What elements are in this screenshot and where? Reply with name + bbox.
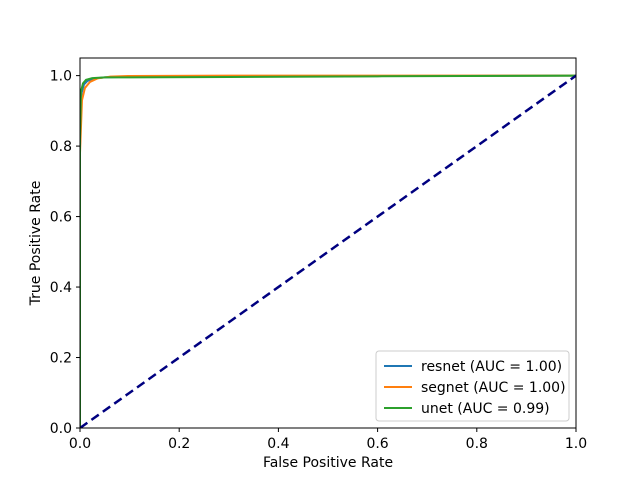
y-tick-label: 0.6 [50, 210, 72, 226]
x-tick-label: 0.0 [69, 436, 91, 452]
x-tick-label: 0.6 [366, 436, 388, 452]
x-tick-label: 0.8 [466, 436, 488, 452]
legend-label-2: unet (AUC = 0.99) [421, 401, 550, 417]
legend-label-0: resnet (AUC = 1.00) [421, 359, 562, 375]
y-tick-label: 1.0 [50, 69, 72, 85]
series-line-2 [80, 74, 576, 428]
x-tick-label: 0.4 [267, 436, 289, 452]
reference-diagonal-line [80, 74, 576, 428]
y-tick-label: 0.2 [50, 351, 72, 367]
y-tick-label: 0.4 [50, 280, 72, 296]
x-tick-label: 1.0 [565, 436, 587, 452]
axes-frame [79, 57, 577, 429]
lines-layer [80, 74, 576, 428]
y-tick-label: 0.0 [50, 421, 72, 437]
legend: resnet (AUC = 1.00) segnet (AUC = 1.00) un… [375, 350, 570, 422]
x-ticks: 0.0 0.2 0.4 0.6 0.8 1.0 [69, 428, 587, 452]
y-tick-label: 0.8 [50, 139, 72, 155]
x-axis-label: False Positive Rate [263, 455, 393, 471]
legend-box [375, 350, 570, 422]
legend-label-1: segnet (AUC = 1.00) [421, 380, 566, 396]
y-ticks: 0.0 0.2 0.4 0.6 0.8 1.0 [50, 69, 80, 437]
x-tick-label: 0.2 [168, 436, 190, 452]
y-axis-label: True Positive Rate [28, 181, 44, 307]
